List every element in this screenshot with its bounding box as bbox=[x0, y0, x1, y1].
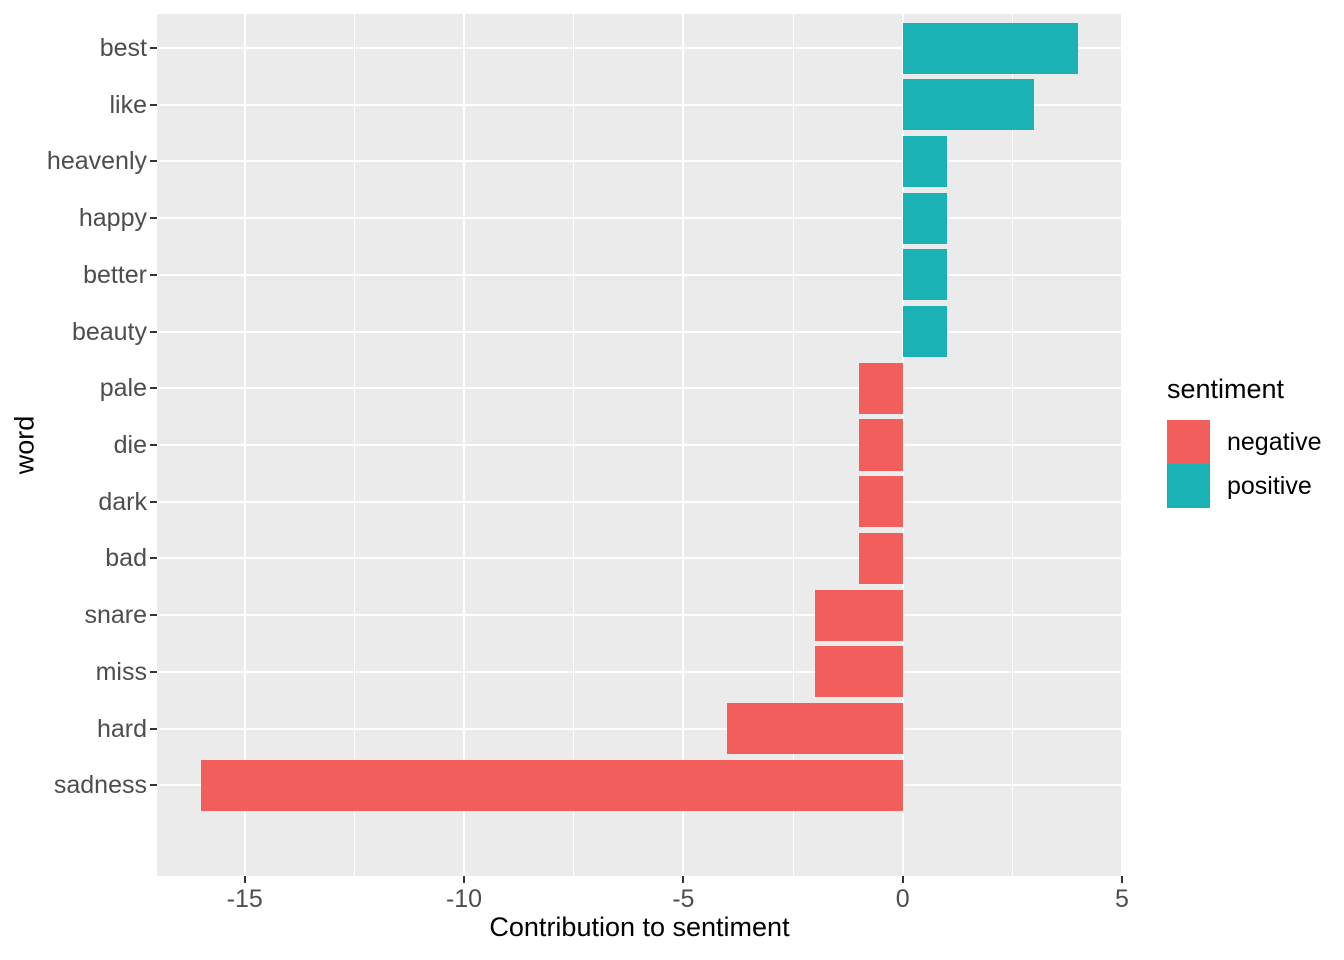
gridline-major-y bbox=[157, 273, 1122, 276]
gridline-major-y bbox=[157, 557, 1122, 560]
gridline-major-y bbox=[157, 217, 1122, 220]
legend-swatch-positive bbox=[1167, 464, 1210, 508]
x-tick-label: -15 bbox=[226, 885, 263, 913]
y-tick-mark bbox=[150, 160, 157, 163]
x-tick-label: -10 bbox=[445, 885, 483, 913]
legend-item-positive: positive bbox=[1167, 464, 1322, 508]
y-tick-mark bbox=[150, 727, 157, 730]
x-tick-label: 5 bbox=[1115, 885, 1129, 913]
y-tick-mark bbox=[150, 444, 157, 446]
gridline-major-y bbox=[157, 330, 1122, 333]
y-tick-mark bbox=[150, 614, 157, 617]
legend-item-negative: negative bbox=[1167, 420, 1322, 464]
bar-happy bbox=[902, 192, 947, 244]
plot-panel bbox=[157, 14, 1123, 876]
legend: sentiment negative positive bbox=[1167, 374, 1322, 508]
bar-better bbox=[902, 249, 947, 301]
y-tick-mark bbox=[150, 330, 157, 333]
gridline-major-y bbox=[157, 500, 1122, 503]
y-tick-mark bbox=[150, 103, 157, 106]
y-tick-label-like: like bbox=[109, 90, 147, 119]
y-tick-mark bbox=[150, 500, 157, 503]
y-tick-label-bad: bad bbox=[105, 544, 147, 573]
bar-like bbox=[902, 79, 1035, 131]
bar-miss bbox=[814, 646, 903, 698]
y-tick-label-hard: hard bbox=[96, 714, 147, 743]
bar-bad bbox=[858, 532, 903, 584]
y-tick-label-heavenly: heavenly bbox=[46, 147, 147, 176]
bar-sadness bbox=[200, 759, 903, 811]
gridline-major-y bbox=[157, 103, 1122, 106]
y-tick-label-happy: happy bbox=[78, 204, 147, 233]
y-tick-mark bbox=[150, 387, 157, 390]
legend-title: sentiment bbox=[1167, 374, 1285, 404]
y-tick-label-sadness: sadness bbox=[53, 771, 147, 800]
bar-dark bbox=[858, 476, 903, 528]
gridline-major-y bbox=[157, 387, 1122, 390]
y-tick-mark bbox=[150, 47, 157, 50]
y-tick-mark bbox=[150, 273, 157, 276]
legend-label-positive: positive bbox=[1227, 471, 1312, 500]
y-tick-mark bbox=[150, 784, 157, 787]
x-tick-mark bbox=[901, 876, 904, 883]
x-tick-label: -5 bbox=[672, 885, 695, 913]
y-tick-label-dark: dark bbox=[98, 487, 147, 516]
bar-heavenly bbox=[902, 135, 947, 187]
y-tick-label-best: best bbox=[99, 34, 147, 63]
gridline-major-y bbox=[157, 160, 1122, 163]
y-tick-label-better: better bbox=[83, 260, 147, 289]
x-axis-title: Contribution to sentiment bbox=[489, 912, 790, 942]
bar-pale bbox=[858, 362, 903, 414]
y-tick-label-die: die bbox=[113, 431, 147, 459]
y-tick-mark bbox=[150, 557, 157, 560]
y-tick-label-snare: snare bbox=[84, 601, 147, 630]
bar-snare bbox=[814, 589, 903, 641]
legend-label-negative: negative bbox=[1227, 427, 1322, 456]
bar-die bbox=[858, 419, 903, 471]
y-tick-label-beauty: beauty bbox=[71, 317, 147, 346]
y-axis-title: word bbox=[9, 415, 40, 475]
x-tick-mark bbox=[243, 876, 246, 883]
gridline-major-y bbox=[157, 47, 1122, 50]
x-tick-mark bbox=[1121, 876, 1123, 883]
gridline-major-y bbox=[157, 727, 1122, 730]
gridline-major-y bbox=[157, 614, 1122, 617]
bar-hard bbox=[727, 703, 903, 755]
y-tick-mark bbox=[150, 670, 157, 673]
x-tick-label: 0 bbox=[895, 885, 910, 913]
x-tick-mark bbox=[682, 876, 685, 883]
gridline-major-x bbox=[1121, 14, 1123, 876]
y-tick-mark bbox=[150, 217, 157, 220]
bar-beauty bbox=[902, 306, 947, 358]
y-tick-label-pale: pale bbox=[99, 374, 147, 403]
bar-best bbox=[902, 22, 1079, 74]
legend-swatch-negative bbox=[1167, 420, 1210, 464]
gridline-major-y bbox=[157, 670, 1122, 673]
gridline-major-y bbox=[157, 444, 1122, 446]
y-tick-label-miss: miss bbox=[95, 657, 147, 686]
x-tick-mark bbox=[463, 876, 466, 883]
